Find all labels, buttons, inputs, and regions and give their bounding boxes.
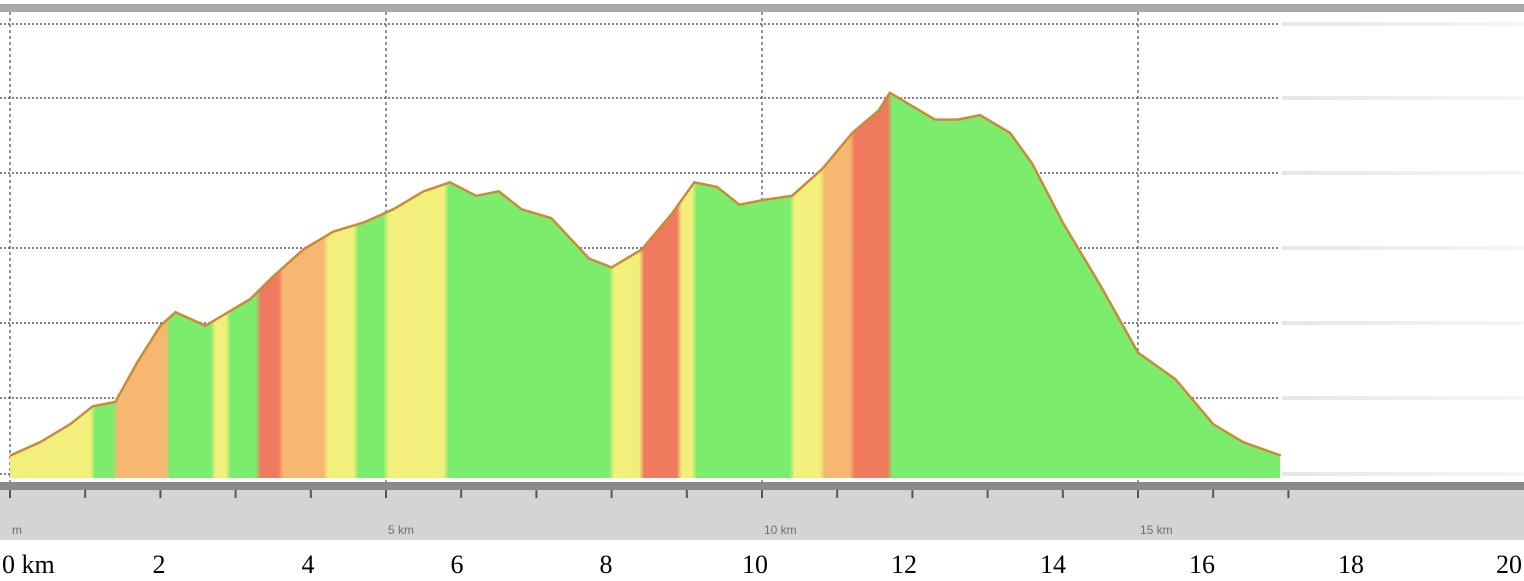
outer-axis-labels: 0 km 2 4 6 8 10 12 14 16 18 20 xyxy=(2,550,1522,579)
gridline-h-fade xyxy=(1282,472,1524,476)
inner-axis-label: 15 km xyxy=(1140,523,1173,537)
elevation-line xyxy=(9,91,1282,457)
outer-axis-label: 6 xyxy=(451,550,464,579)
inner-axis-labels: m 5 km 10 km 15 km xyxy=(12,523,1173,537)
outer-axis-label: 10 xyxy=(742,550,768,579)
inner-axis-label: 10 km xyxy=(764,523,797,537)
outer-axis-label: 14 xyxy=(1040,550,1066,579)
top-border xyxy=(0,4,1524,12)
outer-axis-label: 0 km xyxy=(2,550,55,579)
gridline-h-fade xyxy=(1282,22,1524,26)
elevation-area xyxy=(10,92,1280,478)
right-panel xyxy=(1282,12,1524,490)
outer-axis-label: 2 xyxy=(153,550,166,579)
baseline-bar xyxy=(0,482,1524,490)
gridline-h-fade xyxy=(1282,96,1524,100)
outer-axis-label: 20 xyxy=(1496,550,1522,579)
inner-axis-label: m xyxy=(12,523,22,537)
outer-axis-label: 18 xyxy=(1338,550,1364,579)
outer-axis-label: 4 xyxy=(302,550,315,579)
inner-axis-label: 5 km xyxy=(388,523,414,537)
outer-axis-label: 12 xyxy=(891,550,917,579)
inner-axis-strip xyxy=(0,490,1524,540)
inner-axis-ticks xyxy=(9,490,1290,498)
gridline-h-fade xyxy=(1282,396,1524,400)
gridline-h-fade xyxy=(1282,246,1524,250)
gridline-h-fade xyxy=(1282,321,1524,325)
gridline-h-fade xyxy=(1282,171,1524,175)
outer-axis-label: 16 xyxy=(1189,550,1215,579)
outer-axis-label: 8 xyxy=(600,550,613,579)
